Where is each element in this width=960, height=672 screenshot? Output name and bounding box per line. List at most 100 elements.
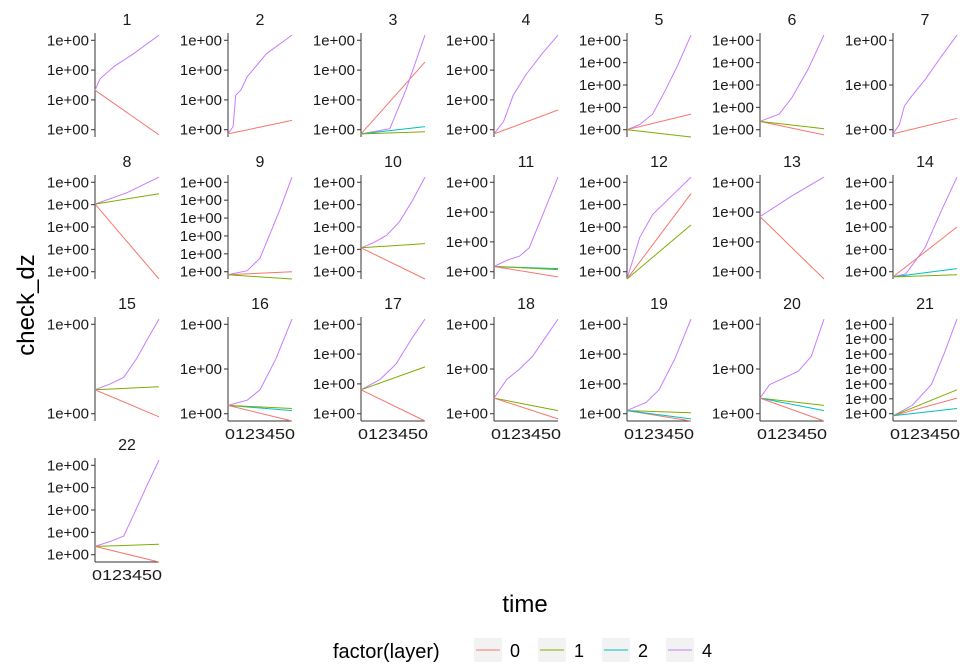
y-tick-label: 1e+00	[47, 219, 89, 236]
y-tick-label: 1e+00	[712, 204, 754, 221]
facet-panel-15: 15 1e+00 1e+00	[47, 296, 160, 423]
series-line-0	[94, 203, 160, 280]
series-line-4	[94, 318, 160, 391]
y-tick-label: 1e+00	[845, 376, 887, 393]
x-tick-labels: 0123450	[890, 426, 960, 443]
facet-strip-label: 6	[788, 12, 797, 29]
y-tick-label: 1e+00	[712, 77, 754, 94]
series-line-4	[892, 318, 958, 417]
series-line-4	[94, 176, 160, 205]
x-tick-labels: 0123450	[225, 426, 295, 443]
y-tick-label: 1e+00	[579, 406, 621, 423]
y-tick-label: 1e+00	[446, 62, 488, 79]
series-line-1	[360, 366, 426, 391]
facet-panel-1: 1 1e+00 1e+00 1e+00 1e+00	[47, 12, 160, 139]
y-tick-label: 1e+00	[845, 77, 887, 94]
series-line-4	[892, 34, 958, 135]
y-tick-label: 1e+00	[446, 32, 488, 49]
series-line-4	[360, 34, 426, 135]
facet-strip-label: 20	[783, 296, 801, 313]
series-line-1	[626, 410, 692, 414]
series-line-0	[759, 120, 825, 136]
y-tick-label: 1e+00	[446, 264, 488, 281]
y-tick-label: 1e+00	[446, 361, 488, 378]
y-tick-label: 1e+00	[47, 197, 89, 214]
y-tick-label: 1e+00	[47, 122, 89, 139]
y-tick-label: 1e+00	[845, 346, 887, 363]
y-tick-label: 1e+00	[180, 228, 222, 245]
y-tick-label: 1e+00	[579, 219, 621, 236]
facet-strip-label: 11	[518, 154, 535, 171]
y-tick-label: 1e+00	[313, 32, 355, 49]
series-line-4	[493, 34, 559, 135]
y-tick-label: 1e+00	[579, 122, 621, 139]
y-tick-label: 1e+00	[313, 241, 355, 258]
facet-strip-label: 18	[517, 296, 535, 313]
y-tick-label: 1e+00	[579, 346, 621, 363]
x-tick-labels: 0123450	[92, 567, 162, 584]
legend: factor(layer) 0 1 2 4	[333, 638, 712, 663]
y-tick-label: 1e+00	[845, 241, 887, 258]
series-line-1	[94, 543, 160, 547]
y-tick-label: 1e+00	[313, 62, 355, 79]
facet-strip-label: 14	[916, 154, 934, 171]
y-tick-label: 1e+00	[313, 406, 355, 423]
facet-strip-label: 3	[389, 12, 398, 29]
facet-panel-10: 10 1e+00 1e+00 1e+00 1e+00 1e+00	[313, 154, 426, 281]
series-line-1	[759, 120, 825, 130]
y-tick-label: 1e+00	[47, 32, 89, 49]
series-line-0	[759, 216, 825, 280]
series-line-0	[759, 397, 825, 422]
y-tick-label: 1e+00	[446, 234, 488, 251]
series-line-0	[227, 119, 293, 135]
y-tick-label: 1e+00	[845, 391, 887, 408]
series-line-0	[227, 271, 293, 276]
series-line-0	[493, 397, 559, 420]
series-line-1	[493, 397, 559, 412]
y-tick-label: 1e+00	[180, 264, 222, 281]
y-tick-label: 1e+00	[712, 122, 754, 139]
y-tick-label: 1e+00	[47, 457, 89, 474]
series-line-1	[94, 386, 160, 391]
series-line-4	[759, 176, 825, 218]
series-line-0	[892, 397, 958, 417]
legend-label: 2	[638, 641, 648, 661]
y-tick-label: 1e+00	[313, 174, 355, 191]
facet-strip-label: 10	[384, 154, 402, 171]
y-tick-label: 1e+00	[845, 32, 887, 49]
y-tick-label: 1e+00	[446, 92, 488, 109]
x-tick-labels: 0123450	[624, 426, 694, 443]
facet-strip-label: 21	[916, 296, 934, 313]
facet-strip-label: 8	[123, 154, 132, 171]
series-line-0	[892, 117, 958, 135]
y-tick-label: 1e+00	[446, 122, 488, 139]
y-tick-label: 1e+00	[47, 174, 89, 191]
series-line-2	[360, 126, 426, 135]
y-tick-label: 1e+00	[47, 241, 89, 258]
facet-panel-11: 11 1e+00 1e+00 1e+00 1e+00	[446, 154, 559, 281]
y-tick-label: 1e+00	[579, 55, 621, 72]
series-line-2	[626, 410, 692, 420]
facet-panel-3: 3 1e+00 1e+00 1e+00 1e+00	[313, 12, 426, 139]
facet-panel-5: 5 1e+00 1e+00 1e+00 1e+00 1e+00	[579, 12, 692, 139]
series-line-0	[94, 545, 160, 563]
y-tick-label: 1e+00	[446, 174, 488, 191]
facet-strip-label: 22	[118, 437, 136, 454]
y-tick-label: 1e+00	[712, 234, 754, 251]
y-tick-label: 1e+00	[313, 376, 355, 393]
series-line-0	[360, 389, 426, 422]
y-tick-label: 1e+00	[845, 316, 887, 333]
y-tick-label: 1e+00	[313, 346, 355, 363]
y-tick-label: 1e+00	[712, 316, 754, 333]
y-tick-label: 1e+00	[845, 122, 887, 139]
legend-item-2: 2	[602, 638, 648, 662]
y-tick-label: 1e+00	[712, 361, 754, 378]
series-line-1	[360, 243, 426, 249]
y-tick-label: 1e+00	[579, 174, 621, 191]
y-tick-label: 1e+00	[579, 197, 621, 214]
series-line-4	[626, 34, 692, 131]
series-line-0	[227, 404, 293, 422]
y-tick-label: 1e+00	[712, 99, 754, 116]
